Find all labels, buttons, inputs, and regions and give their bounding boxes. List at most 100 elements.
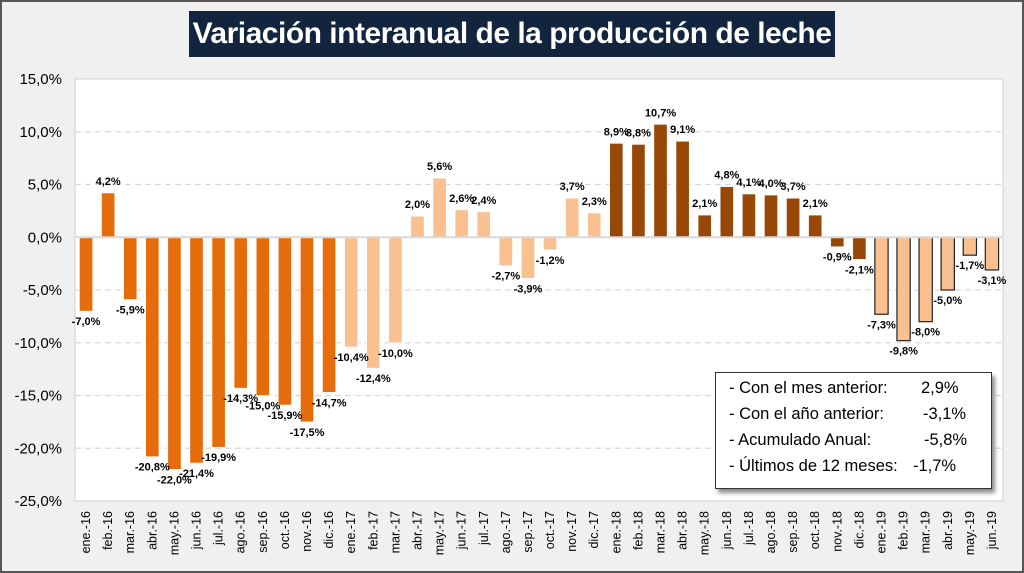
x-tick-label: oct.-18 xyxy=(808,511,822,549)
x-axis-ticks: ene.-16 feb.-16 mar.-16 abr.-16 may.-16 jun.-… xyxy=(79,511,999,555)
bar xyxy=(741,193,756,238)
bar xyxy=(874,236,889,315)
bar xyxy=(277,236,292,406)
x-tick-label: dic.-17 xyxy=(587,511,601,549)
summary-row-value: -5,8% xyxy=(924,431,968,449)
data-label: -5,0% xyxy=(933,295,962,307)
summary-row-value: -3,1% xyxy=(923,405,967,423)
data-label: -10,4% xyxy=(334,352,369,364)
y-tick-label: -15,0% xyxy=(14,388,62,405)
data-label: -12,4% xyxy=(356,373,391,385)
x-tick-label: feb.-17 xyxy=(366,511,380,550)
bar xyxy=(255,236,270,396)
data-label: -19,9% xyxy=(201,452,236,464)
bar xyxy=(211,236,226,448)
x-tick-label: jun.-18 xyxy=(720,511,734,550)
x-tick-label: jul.-16 xyxy=(212,511,226,546)
summary-row-label: - Con el año anterior: xyxy=(729,405,885,423)
x-tick-label: ago.-18 xyxy=(764,511,778,553)
bar xyxy=(631,144,646,238)
bar xyxy=(498,236,513,267)
bar xyxy=(764,194,778,238)
bar xyxy=(719,186,734,238)
bar xyxy=(984,236,1000,271)
bar xyxy=(521,236,535,279)
data-label: -9,8% xyxy=(889,346,918,358)
data-label: -15,0% xyxy=(245,401,280,413)
bar xyxy=(410,215,425,238)
data-label: 3,7% xyxy=(781,181,806,193)
data-label: 4,0% xyxy=(758,178,783,190)
data-label: -21,4% xyxy=(179,468,214,480)
bar xyxy=(432,177,447,238)
x-tick-label: ene.-19 xyxy=(874,511,888,553)
data-label: -1,7% xyxy=(955,260,984,272)
x-tick-label: mar.-16 xyxy=(123,511,137,553)
bar xyxy=(79,236,93,312)
data-label: 2,0% xyxy=(405,199,430,211)
bar xyxy=(233,236,248,389)
data-label: -5,9% xyxy=(116,304,145,316)
data-label: -1,2% xyxy=(536,255,565,267)
data-label: 2,1% xyxy=(803,198,828,210)
data-label: 2,3% xyxy=(582,196,607,208)
x-tick-label: dic.-18 xyxy=(852,511,866,549)
data-label: 9,1% xyxy=(670,124,695,136)
x-tick-label: feb.-19 xyxy=(897,511,911,550)
x-tick-label: ene.-16 xyxy=(79,511,93,553)
summary-row-label: - Acumulado Anual: xyxy=(729,431,872,449)
data-label: 4,2% xyxy=(96,176,121,188)
bar xyxy=(454,209,469,238)
data-label: -3,1% xyxy=(978,275,1007,287)
bar xyxy=(896,236,911,342)
bar xyxy=(145,236,160,457)
bar xyxy=(697,214,712,238)
x-tick-label: dic.-16 xyxy=(322,511,336,549)
summary-row-label: - Con el mes anterior: xyxy=(729,379,888,397)
x-tick-label: oct.-17 xyxy=(543,511,557,549)
data-label: -2,1% xyxy=(845,264,874,276)
bar xyxy=(123,236,138,300)
data-label: 4,8% xyxy=(714,170,739,182)
bar xyxy=(962,236,978,256)
x-tick-label: jun.-16 xyxy=(190,511,204,550)
data-labels: -7,0% 4,2% -5,9% -20,8%-22,0%-21,4% -19,9% -1… xyxy=(72,107,1007,486)
bar xyxy=(300,236,314,423)
data-label: -14,7% xyxy=(312,397,347,409)
data-label: 8,8% xyxy=(626,127,651,139)
y-tick-label: -25,0% xyxy=(14,493,62,510)
data-label: -0,9% xyxy=(823,252,852,264)
x-tick-label: feb.-16 xyxy=(101,511,115,550)
bar xyxy=(587,212,602,238)
summary-row-label: - Últimos de 12 meses: xyxy=(729,457,898,475)
bar xyxy=(852,236,867,260)
bar xyxy=(609,143,624,238)
data-label: 8,9% xyxy=(604,126,629,138)
bar xyxy=(322,236,337,393)
data-label: -7,0% xyxy=(72,316,101,328)
summary-row-value: -1,7% xyxy=(913,457,957,475)
y-tick-label: 10,0% xyxy=(19,124,62,141)
data-label: -20,8% xyxy=(135,462,170,474)
bar xyxy=(344,236,359,348)
data-label: 2,6% xyxy=(449,193,474,205)
x-tick-label: mar.-17 xyxy=(388,511,402,553)
bar xyxy=(543,236,557,251)
x-tick-label: ago.-16 xyxy=(234,511,248,553)
bar xyxy=(786,197,801,238)
x-tick-label: nov.-17 xyxy=(565,511,579,552)
x-tick-label: may.-16 xyxy=(167,511,181,555)
x-tick-label: oct.-16 xyxy=(278,511,292,549)
data-label: 5,6% xyxy=(427,161,452,173)
y-tick-label: 5,0% xyxy=(28,177,62,194)
x-tick-label: abr.-17 xyxy=(410,511,424,550)
x-tick-label: jun.-17 xyxy=(455,511,469,550)
x-tick-label: may.-17 xyxy=(433,511,447,555)
y-tick-label: 15,0% xyxy=(19,71,62,88)
bar xyxy=(675,140,690,238)
x-tick-label: nov.-18 xyxy=(830,511,844,552)
x-tick-label: feb.-18 xyxy=(631,511,645,550)
x-tick-label: mar.-18 xyxy=(654,511,668,553)
bar xyxy=(808,214,823,238)
